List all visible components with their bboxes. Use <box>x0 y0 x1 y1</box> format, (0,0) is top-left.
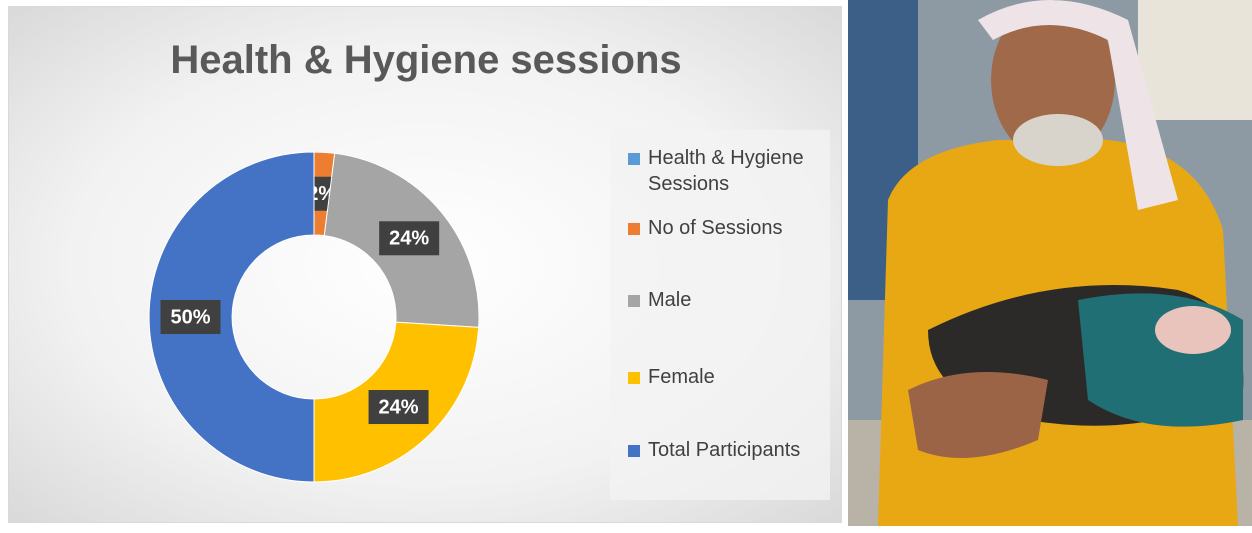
legend-swatch <box>628 295 640 307</box>
data-label: 24% <box>379 396 419 418</box>
legend-label: No of Sessions <box>648 215 828 241</box>
legend-item: No of Sessions <box>628 215 828 241</box>
legend-item: Female <box>628 364 828 390</box>
legend-label: Male <box>648 287 828 313</box>
notice <box>1138 0 1252 120</box>
legend-label: Total Participants <box>648 437 828 463</box>
legend-item: Total Participants <box>628 437 828 463</box>
beard <box>1013 114 1103 166</box>
legend-swatch <box>628 153 640 165</box>
legend-swatch <box>628 223 640 235</box>
chart-title: Health & Hygiene sessions <box>0 38 852 83</box>
legend-swatch <box>628 445 640 457</box>
legend-swatch <box>628 372 640 384</box>
page: 2%24%24%50% Health & Hygiene sessions He… <box>0 0 1252 533</box>
legend: Health & Hygiene Sessions No of Sessions M… <box>610 130 830 500</box>
legend-label: Female <box>648 364 828 390</box>
legend-item: Health & Hygiene Sessions <box>628 145 828 197</box>
data-label: 24% <box>389 228 429 250</box>
legend-label: Health & Hygiene Sessions <box>648 145 828 197</box>
baby-face <box>1155 306 1231 354</box>
data-label: 50% <box>170 306 210 328</box>
photo <box>848 0 1252 526</box>
legend-item: Male <box>628 287 828 313</box>
